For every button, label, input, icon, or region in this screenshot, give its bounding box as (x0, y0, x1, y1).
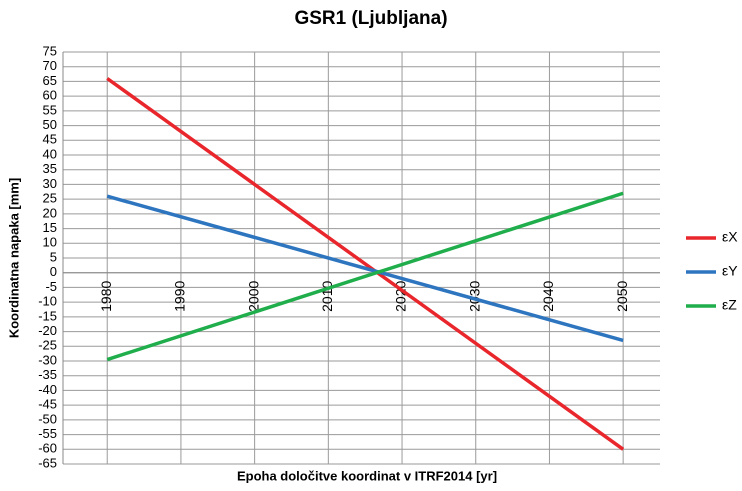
series-line (106, 77, 625, 451)
y-tick-label: -20 (38, 323, 57, 338)
legend-label: εZ (722, 297, 737, 313)
y-tick-label: 70 (43, 58, 57, 73)
y-tick-label: 50 (43, 117, 57, 132)
y-tick-label: -10 (38, 294, 57, 309)
y-tick-label: -50 (38, 411, 57, 426)
y-tick-label: 0 (50, 264, 57, 279)
y-tick-label: 20 (43, 205, 57, 220)
chart-title: GSR1 (Ljubljana) (294, 8, 447, 29)
x-tick-label: 2000 (245, 281, 261, 312)
y-tick-label: 15 (43, 220, 57, 235)
x-tick-label: 2050 (614, 281, 630, 312)
y-tick-label: 55 (43, 102, 57, 117)
y-tick-label: 65 (43, 73, 57, 88)
y-tick-label: -60 (38, 441, 57, 456)
y-tick-label: -25 (38, 338, 57, 353)
legend-label: εY (722, 263, 738, 279)
y-tick-label: 5 (50, 249, 57, 264)
x-axis-title: Epoha določitve koordinat v ITRF2014 [yr… (237, 468, 497, 483)
y-tick-label: -45 (38, 397, 57, 412)
y-tick-label: 45 (43, 132, 57, 147)
x-tick-label: 2040 (540, 281, 556, 312)
y-tick-label: -40 (38, 382, 57, 397)
y-tick-label: 35 (43, 161, 57, 176)
y-tick-label: -65 (38, 455, 57, 470)
y-tick-label: -15 (38, 308, 57, 323)
y-tick-label: 40 (43, 146, 57, 161)
x-tick-label: 2030 (466, 281, 482, 312)
y-tick-label: -5 (45, 279, 57, 294)
legend-label: εX (722, 229, 738, 245)
y-tick-label: 75 (43, 43, 57, 58)
y-tick-label: -30 (38, 352, 57, 367)
x-tick-label: 1990 (172, 281, 188, 312)
y-tick-label: 10 (43, 235, 57, 250)
y-tick-label: -35 (38, 367, 57, 382)
y-axis-title: Koordinatna napaka [mm] (6, 178, 21, 338)
y-tick-label: 25 (43, 191, 57, 206)
x-tick-label: 1980 (98, 281, 114, 312)
y-tick-label: -55 (38, 426, 57, 441)
y-tick-label: 60 (43, 88, 57, 103)
series-line (106, 191, 624, 362)
y-tick-label: 30 (43, 176, 57, 191)
series-line (106, 194, 624, 343)
